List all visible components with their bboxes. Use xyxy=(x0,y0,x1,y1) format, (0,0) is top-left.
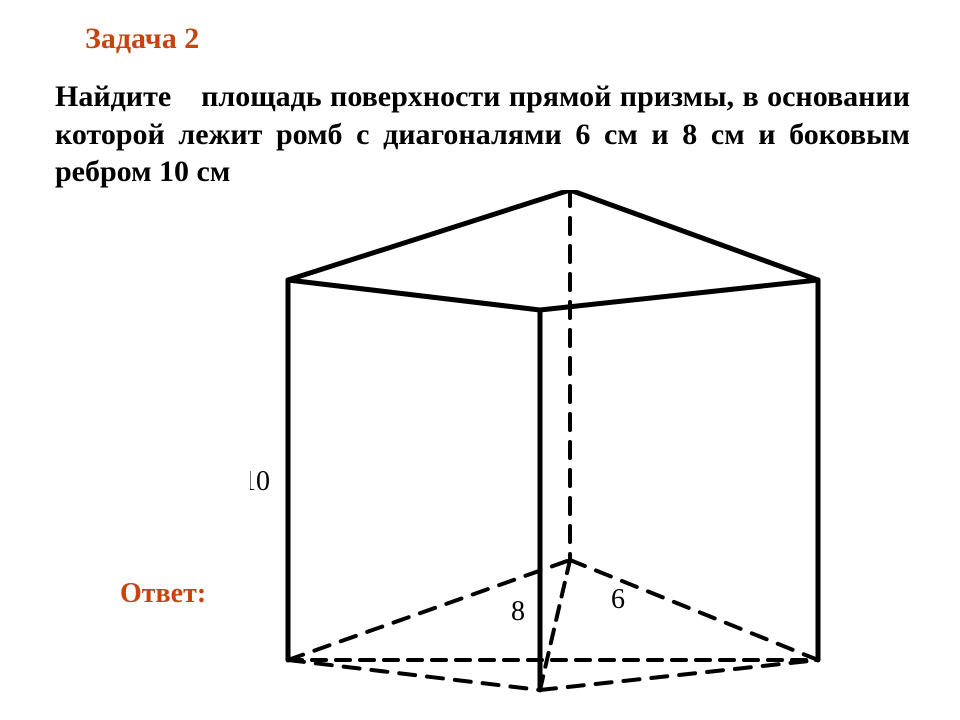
problem-statement: Найдите площадь поверхности прямой призм… xyxy=(55,78,910,191)
diagram-label: 10 xyxy=(250,466,270,497)
answer-label: Ответ: xyxy=(120,578,206,610)
page: Задача 2 Найдите площадь поверхности пря… xyxy=(0,0,960,720)
diagram-label: 6 xyxy=(611,584,625,615)
prism-diagram: 10 8 6 xyxy=(250,190,870,710)
diagram-label: 8 xyxy=(511,596,525,627)
task-title: Задача 2 xyxy=(85,22,199,56)
